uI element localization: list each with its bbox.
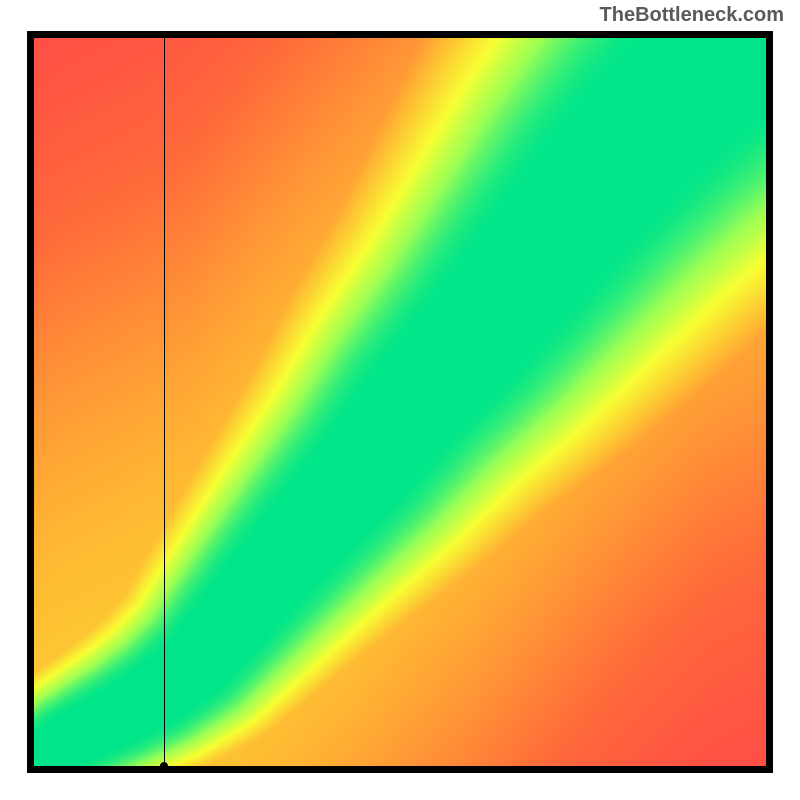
watermark-text: TheBottleneck.com (600, 4, 784, 27)
cursor-marker-dot (160, 762, 168, 770)
root-container: TheBottleneck.com (0, 0, 800, 800)
plot-inner (34, 38, 766, 766)
plot-frame (27, 31, 773, 773)
heatmap-canvas (34, 38, 766, 766)
cursor-vertical-line (164, 38, 165, 766)
